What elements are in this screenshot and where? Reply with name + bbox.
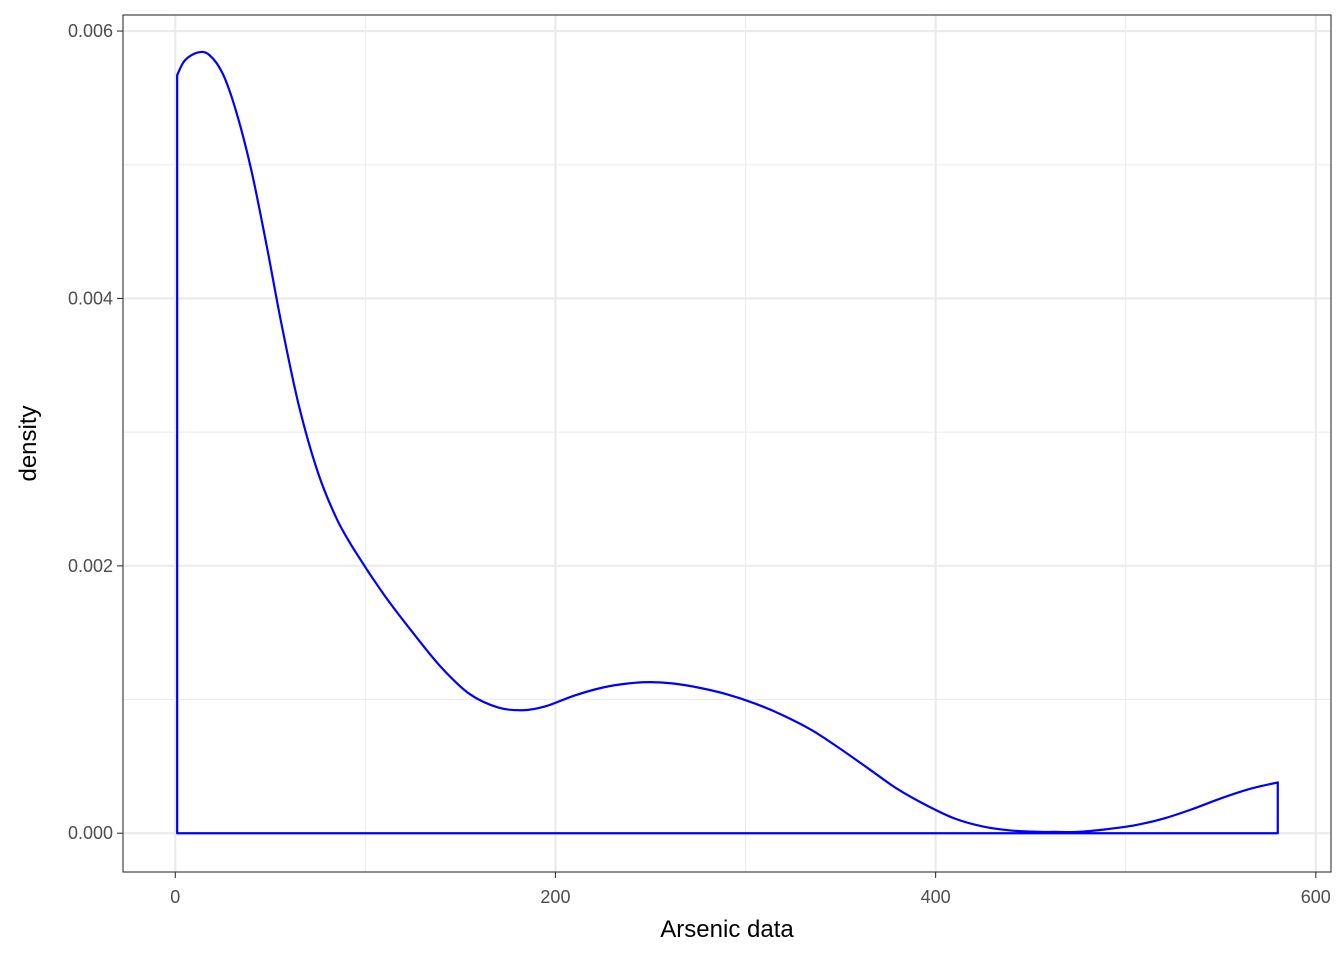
series-layer — [176, 50, 1279, 835]
x-axis: 0 200 400 600 — [170, 872, 1331, 907]
x-tick-label: 400 — [921, 887, 951, 907]
minor-gridlines — [123, 15, 1331, 872]
y-axis: 0.000 0.002 0.004 0.006 — [68, 21, 123, 843]
y-tick-label: 0.000 — [68, 823, 113, 843]
x-axis-title: Arsenic data — [660, 916, 794, 943]
y-tick-label: 0.006 — [68, 21, 113, 41]
panel-background — [123, 15, 1331, 872]
plot-panel — [122, 14, 1332, 873]
panel-border — [122, 14, 1332, 873]
x-tick-label: 600 — [1301, 887, 1331, 907]
x-tick-label: 0 — [170, 887, 180, 907]
x-tick-label: 200 — [540, 887, 570, 907]
density-series-1 — [176, 50, 1279, 835]
y-tick-label: 0.004 — [68, 288, 113, 308]
y-axis-title: density — [15, 405, 42, 481]
y-tick-label: 0.002 — [68, 556, 113, 576]
